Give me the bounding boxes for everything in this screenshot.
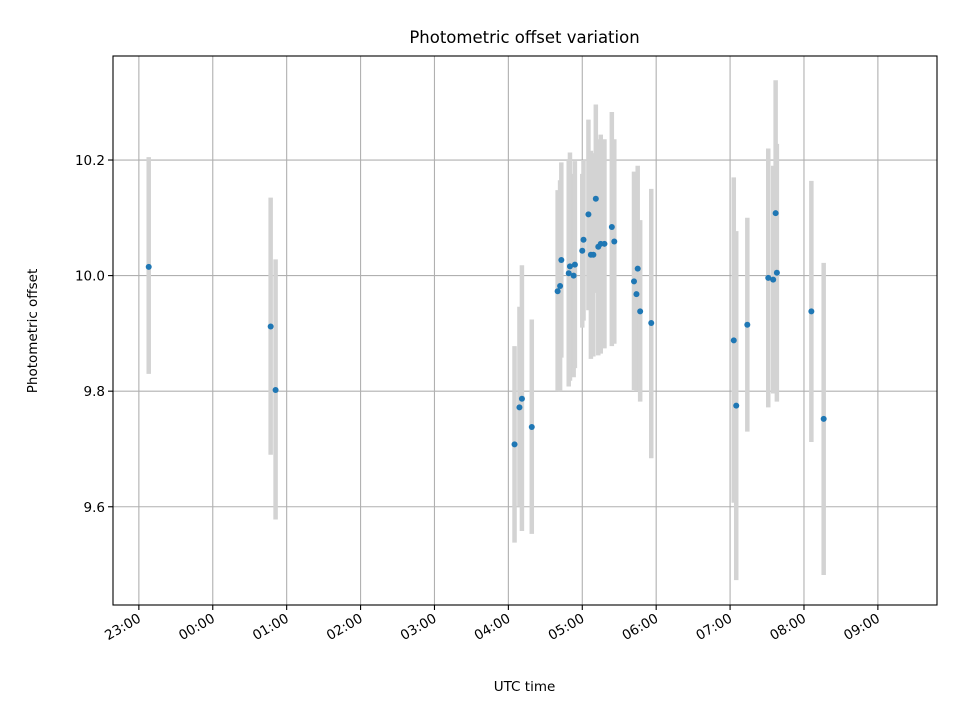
data-layer — [145, 80, 827, 581]
y-axis-label: Photometric offset — [25, 269, 41, 393]
data-point — [592, 195, 599, 202]
data-point — [611, 238, 618, 245]
grid-lines — [113, 56, 937, 605]
data-point — [516, 404, 523, 411]
data-point — [571, 261, 578, 268]
x-axis-label: UTC time — [494, 679, 556, 695]
y-tick-label: 9.8 — [84, 384, 105, 400]
data-point — [554, 288, 561, 295]
data-point — [608, 224, 615, 231]
data-point — [579, 247, 586, 254]
data-point — [772, 210, 779, 217]
data-point — [518, 395, 525, 402]
data-point — [765, 274, 772, 281]
data-point — [773, 269, 780, 276]
y-tick-label: 10.2 — [75, 153, 105, 169]
data-point — [744, 321, 751, 328]
data-point — [570, 272, 577, 279]
data-point — [770, 276, 777, 283]
data-point — [145, 263, 152, 270]
data-point — [733, 402, 740, 409]
data-point — [631, 278, 638, 285]
plot-frame — [112, 55, 938, 606]
y-tick-label: 10.0 — [75, 269, 105, 285]
data-point — [565, 270, 572, 277]
data-point — [528, 424, 535, 431]
data-point — [580, 236, 587, 243]
data-point — [601, 240, 608, 247]
data-point — [557, 283, 564, 290]
data-point — [820, 415, 827, 422]
data-point — [585, 211, 592, 218]
data-point — [730, 337, 737, 344]
data-point — [566, 263, 573, 270]
data-point — [648, 319, 655, 326]
data-point — [637, 308, 644, 315]
y-tick-label: 9.6 — [84, 500, 105, 516]
data-point — [634, 265, 641, 272]
data-point — [633, 291, 640, 298]
data-point — [272, 387, 279, 394]
chart-title: Photometric offset variation — [409, 28, 639, 47]
data-point — [808, 308, 815, 315]
data-point — [558, 256, 565, 263]
data-point — [267, 323, 274, 330]
data-point — [511, 441, 518, 448]
data-point — [590, 251, 597, 258]
